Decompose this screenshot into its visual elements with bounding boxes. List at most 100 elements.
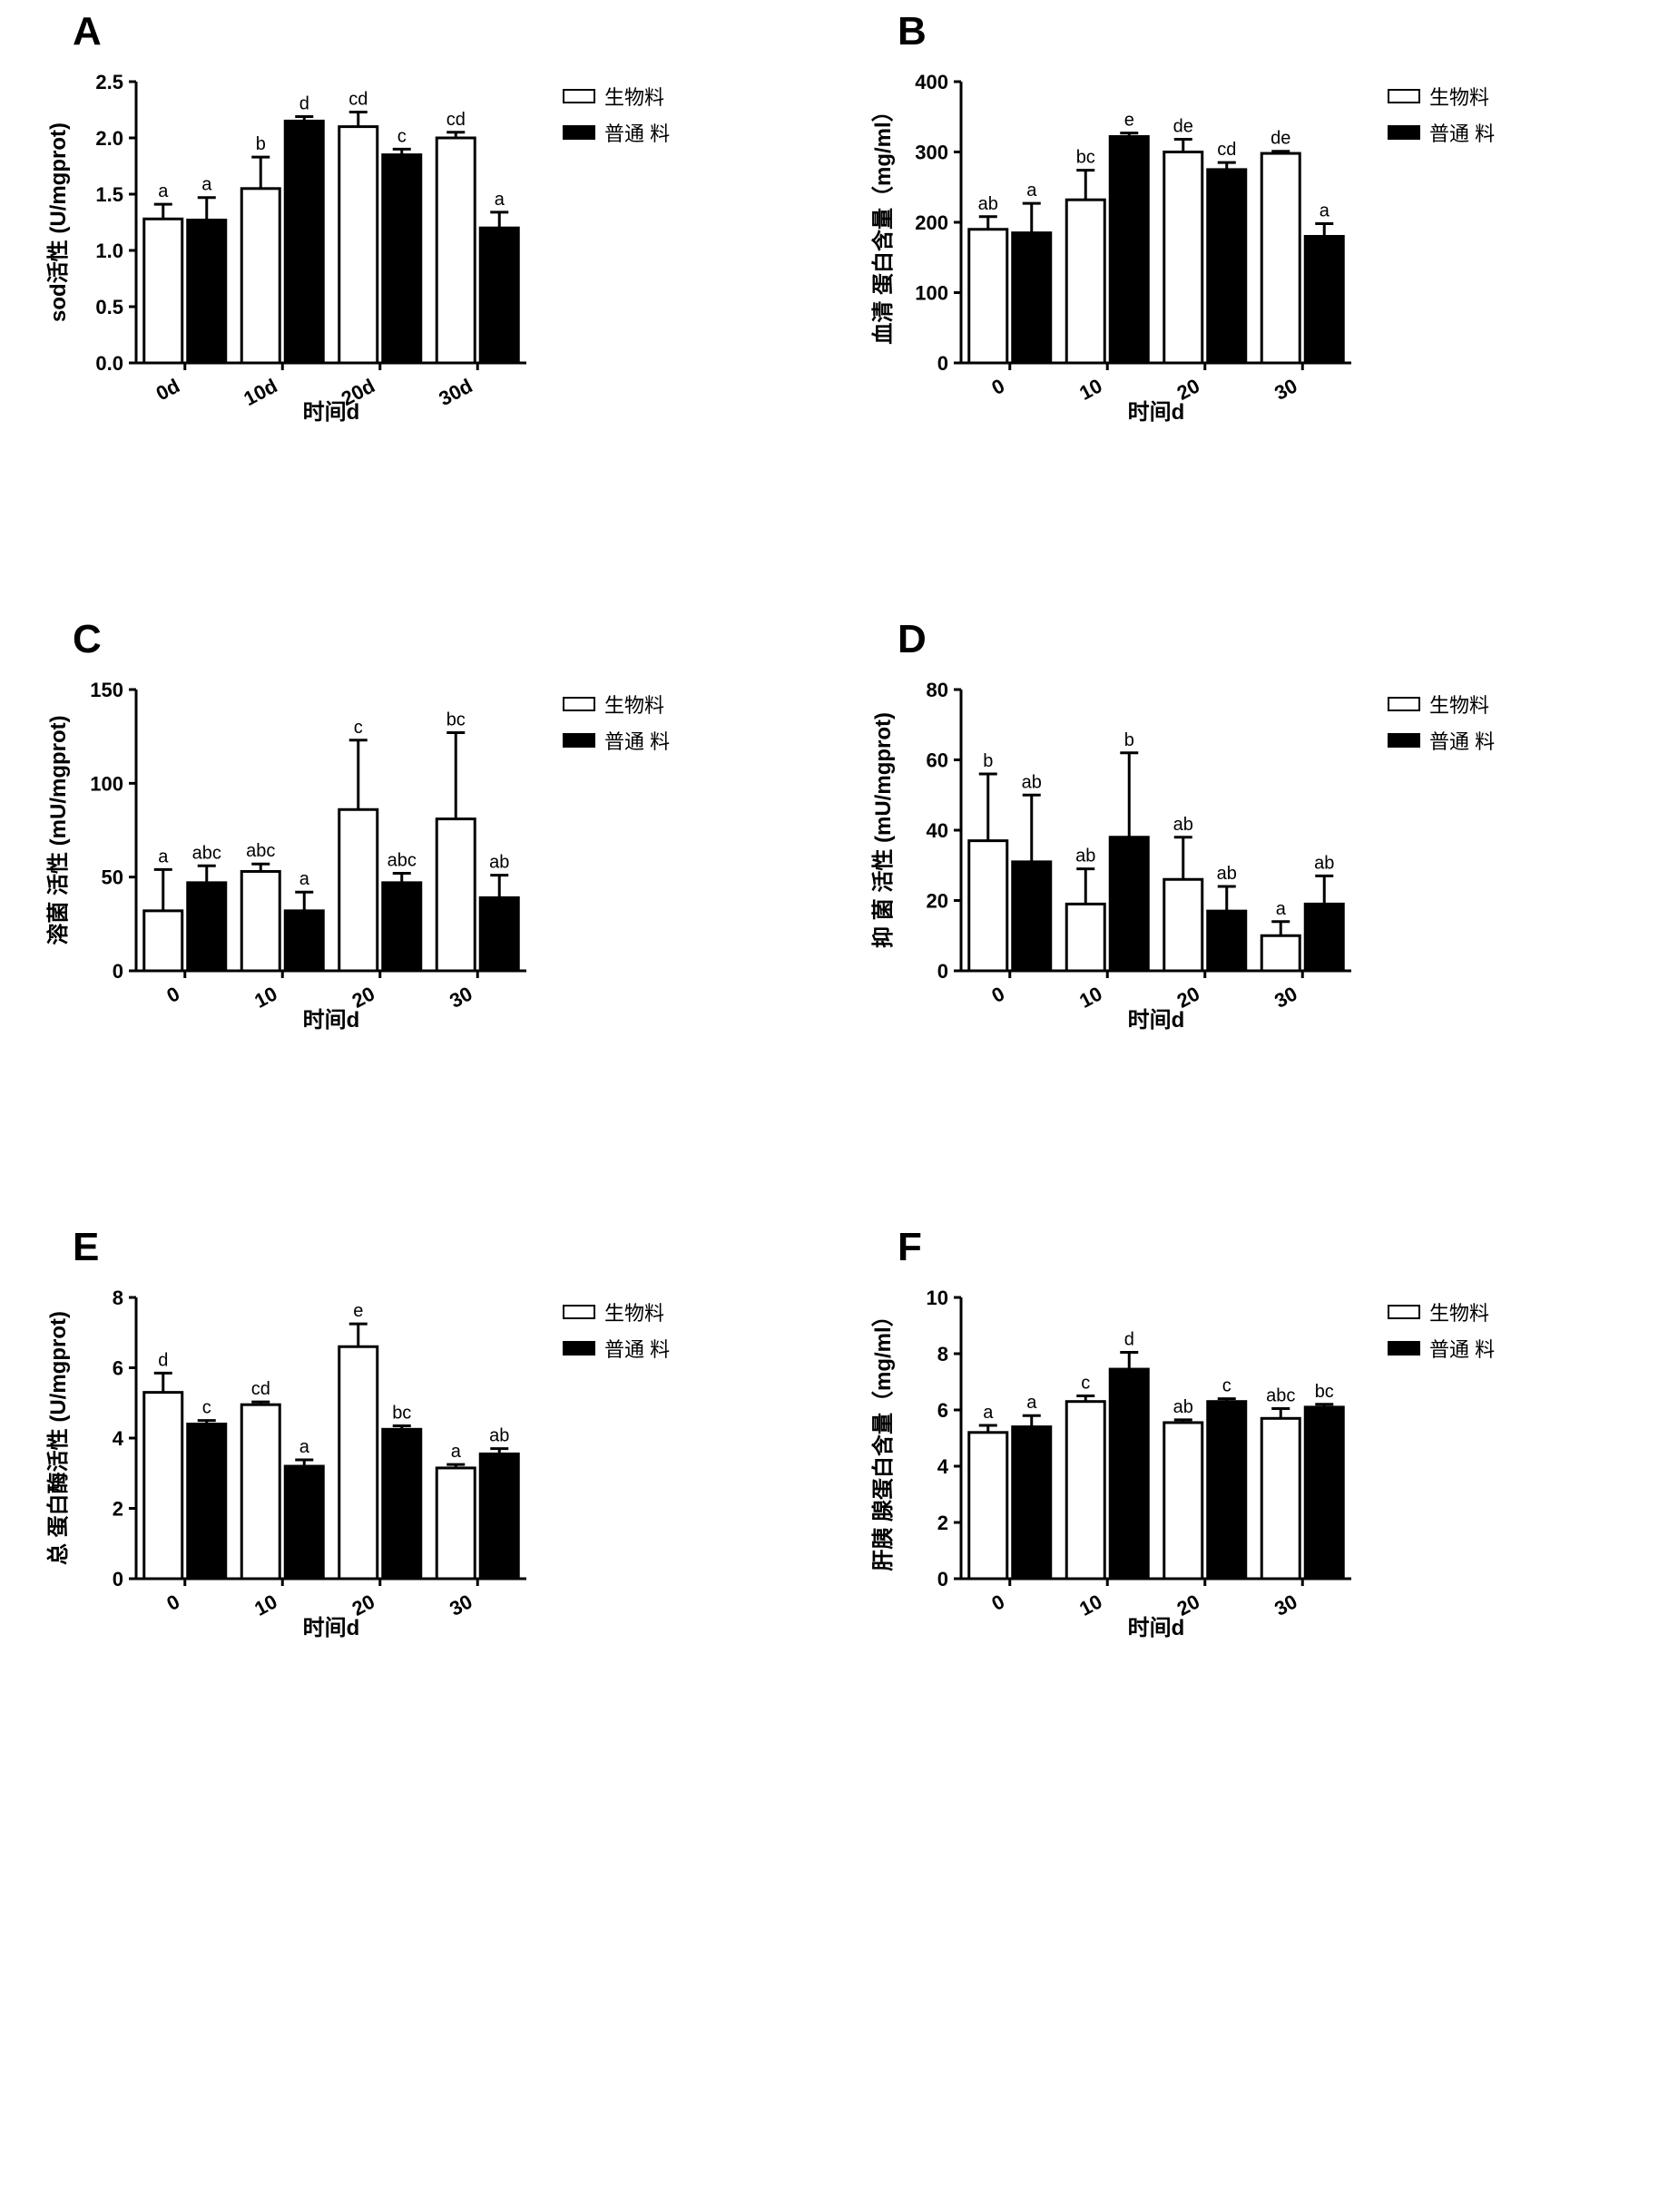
sig-letter: cd bbox=[251, 1379, 270, 1399]
legend-item-series1: 生物料 bbox=[563, 1297, 670, 1326]
panel-A: A0.00.51.01.52.02.5sod活性 (U/mgprot)aa0db… bbox=[36, 54, 807, 426]
x-tick-label: 10 bbox=[1075, 374, 1105, 405]
sig-letter: ab bbox=[1217, 864, 1237, 884]
y-axis-label: 抑 菌 活性 (mU/mgprot) bbox=[871, 712, 896, 948]
sig-letter: e bbox=[353, 1301, 363, 1321]
panel-C: C050100150溶菌 活性 (mU/mgprot)aabc0abca10ca… bbox=[36, 662, 807, 1034]
bar-series2 bbox=[188, 220, 226, 363]
y-tick-label: 4 bbox=[937, 1455, 949, 1478]
sig-letter: cd bbox=[1217, 140, 1236, 160]
y-axis-label: 总 蛋白酶活性 (U/mgprot) bbox=[45, 1311, 71, 1565]
y-tick-label: 2.5 bbox=[95, 71, 123, 93]
legend: 生物料 普通 料 bbox=[1388, 82, 1495, 154]
x-axis-label: 时间d bbox=[1128, 400, 1185, 425]
bar-series2 bbox=[1013, 1427, 1051, 1579]
error-bar bbox=[295, 892, 313, 911]
legend-label: 普通 料 bbox=[604, 118, 670, 147]
sig-letter: b bbox=[256, 134, 266, 154]
sig-letter: a bbox=[299, 1437, 310, 1457]
bar-series2 bbox=[1013, 862, 1051, 971]
error-bar bbox=[154, 204, 172, 219]
sig-letter: a bbox=[1276, 899, 1287, 919]
bar-series1 bbox=[144, 1393, 182, 1579]
sig-letter: cd bbox=[348, 89, 368, 109]
legend-swatch-black bbox=[1388, 733, 1420, 748]
bar-series1 bbox=[241, 1405, 280, 1579]
bar-series1 bbox=[1164, 879, 1202, 971]
bar-series2 bbox=[285, 911, 323, 971]
sig-letter: c bbox=[202, 1398, 211, 1418]
error-bar bbox=[1174, 140, 1192, 152]
sig-letter: de bbox=[1173, 117, 1193, 137]
y-tick-label: 2.0 bbox=[95, 127, 123, 150]
error-bar bbox=[1271, 922, 1290, 936]
bar-series2 bbox=[1305, 904, 1343, 971]
error-bar bbox=[251, 157, 270, 189]
legend-label: 生物料 bbox=[1429, 82, 1489, 111]
legend: 生物料 普通 料 bbox=[563, 82, 670, 154]
bar-series1 bbox=[969, 841, 1007, 971]
x-tick-label: 30 bbox=[446, 982, 476, 1013]
x-tick-label: 30 bbox=[1271, 1590, 1300, 1620]
legend-label: 普通 料 bbox=[1429, 118, 1495, 147]
bar-series1 bbox=[1261, 153, 1300, 363]
error-bar bbox=[1315, 876, 1333, 904]
legend: 生物料 普通 料 bbox=[1388, 690, 1495, 762]
x-tick-label: 0 bbox=[163, 1590, 184, 1615]
legend-swatch-white bbox=[563, 697, 595, 711]
error-bar bbox=[198, 198, 216, 220]
y-tick-label: 0 bbox=[937, 960, 948, 983]
y-axis-label: 肝胰 腺蛋白含量（mg/ml） bbox=[870, 1305, 896, 1571]
y-tick-label: 4 bbox=[113, 1427, 124, 1450]
bar-series1 bbox=[241, 871, 280, 971]
y-tick-label: 400 bbox=[915, 71, 948, 93]
bar-series2 bbox=[383, 155, 421, 363]
panel-F: F0246810肝胰 腺蛋白含量（mg/ml）aa0cd10abc20abcbc… bbox=[861, 1270, 1632, 1642]
x-tick-label: 10 bbox=[1075, 1590, 1105, 1620]
error-bar bbox=[1174, 837, 1192, 880]
bar-series2 bbox=[1110, 837, 1148, 971]
sig-letter: de bbox=[1271, 129, 1290, 149]
sig-letter: ab bbox=[1314, 853, 1334, 873]
panel-letter: F bbox=[898, 1225, 922, 1270]
bar-series1 bbox=[437, 819, 475, 971]
y-tick-label: 40 bbox=[927, 819, 948, 842]
sig-letter: ab bbox=[1173, 815, 1193, 835]
panel-B: B0100200300400血清 蛋白含量（mg/ml）aba0bce10dec… bbox=[861, 54, 1632, 426]
sig-letter: a bbox=[1320, 201, 1330, 221]
bar-series2 bbox=[1110, 1369, 1148, 1579]
bar-series1 bbox=[1261, 935, 1300, 971]
y-tick-label: 8 bbox=[937, 1343, 948, 1365]
y-tick-label: 0 bbox=[937, 352, 948, 375]
y-tick-label: 1.0 bbox=[95, 240, 123, 262]
sig-letter: a bbox=[983, 1403, 994, 1423]
legend-item-series2: 普通 料 bbox=[563, 1334, 670, 1363]
y-tick-label: 0 bbox=[937, 1568, 948, 1590]
bar-series2 bbox=[480, 228, 518, 363]
legend: 生物料 普通 料 bbox=[1388, 1297, 1495, 1370]
legend: 生物料 普通 料 bbox=[563, 690, 670, 762]
sig-letter: bc bbox=[446, 710, 466, 730]
legend-swatch-black bbox=[1388, 1341, 1420, 1356]
sig-letter: b bbox=[1124, 730, 1134, 750]
sig-letter: d bbox=[299, 93, 309, 113]
x-axis-label: 时间d bbox=[1128, 1616, 1185, 1640]
bar-series1 bbox=[144, 911, 182, 971]
x-axis-label: 时间d bbox=[1128, 1008, 1185, 1033]
bar-series1 bbox=[241, 189, 280, 363]
bar-series1 bbox=[339, 809, 378, 971]
chart-wrap: 020406080抑 菌 活性 (mU/mgprot)bab0abb10abab… bbox=[861, 662, 1632, 1034]
bar-series1 bbox=[969, 230, 1007, 363]
error-bar bbox=[1023, 203, 1041, 233]
x-axis-label: 时间d bbox=[303, 400, 360, 425]
legend-swatch-white bbox=[1388, 89, 1420, 103]
error-bar bbox=[1315, 224, 1333, 237]
legend: 生物料 普通 料 bbox=[563, 1297, 670, 1370]
x-tick-label: 30 bbox=[1271, 374, 1300, 405]
bar-series2 bbox=[1208, 1402, 1246, 1579]
bar-series1 bbox=[437, 138, 475, 363]
legend-item-series1: 生物料 bbox=[563, 690, 670, 719]
bar-series2 bbox=[285, 1466, 323, 1579]
bar-series2 bbox=[480, 1453, 518, 1579]
sig-letter: abc bbox=[192, 843, 221, 863]
